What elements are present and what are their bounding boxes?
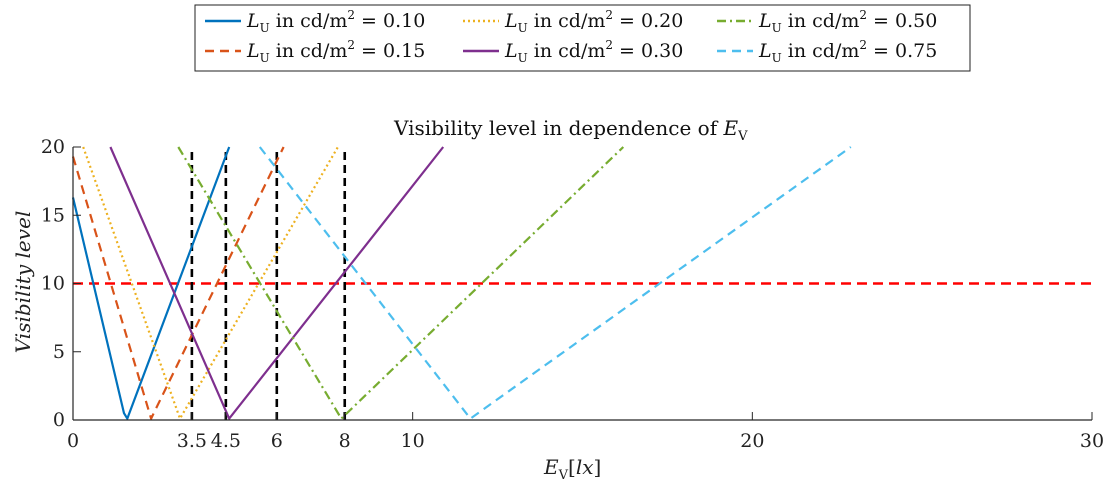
legend: LU in cd/m2 = 0.10 LU in cd/m2 = 0.15 LU i… xyxy=(194,4,971,72)
plot-area: 0 3.5 4.5 6 8 10 20 30 0 5 10 15 20 xyxy=(41,136,1104,452)
series-line-0.10 xyxy=(71,146,231,420)
legend-label-0.75: LU in cd/m2 = 0.75 xyxy=(758,38,937,65)
x-tick-label: 3.5 xyxy=(177,430,207,452)
legend-label-0.15: LU in cd/m2 = 0.15 xyxy=(246,38,425,65)
x-tick-label: 30 xyxy=(1080,430,1104,452)
x-tick-label: 6 xyxy=(271,430,283,452)
y-tick-label: 5 xyxy=(53,341,65,363)
series-line-0.30 xyxy=(109,146,445,420)
y-axis-label: Visibility level xyxy=(11,211,35,354)
y-tick-label: 0 xyxy=(53,409,65,431)
x-tick-label: 8 xyxy=(339,430,351,452)
series-line-0.15 xyxy=(71,146,285,420)
y-tick-label: 15 xyxy=(41,204,65,226)
legend-label-0.20: LU in cd/m2 = 0.20 xyxy=(504,8,683,35)
series-line-0.20 xyxy=(82,146,339,420)
y-tick-label: 20 xyxy=(41,136,65,158)
legend-label-0.50: LU in cd/m2 = 0.50 xyxy=(758,8,937,35)
legend-box xyxy=(194,4,971,72)
series-line-0.50 xyxy=(177,146,625,420)
y-tick-label: 10 xyxy=(41,273,65,295)
x-tick-label: 0 xyxy=(67,430,79,452)
x-tick-label: 4.5 xyxy=(211,430,241,452)
chart-title: Visibility level in dependence of EV xyxy=(393,116,748,144)
legend-label-0.10: LU in cd/m2 = 0.10 xyxy=(246,8,425,35)
x-axis-label: EV[lx] xyxy=(543,455,601,483)
legend-label-0.30: LU in cd/m2 = 0.30 xyxy=(504,38,683,65)
x-tick-label: 10 xyxy=(401,430,425,452)
x-tick-label: 20 xyxy=(740,430,764,452)
